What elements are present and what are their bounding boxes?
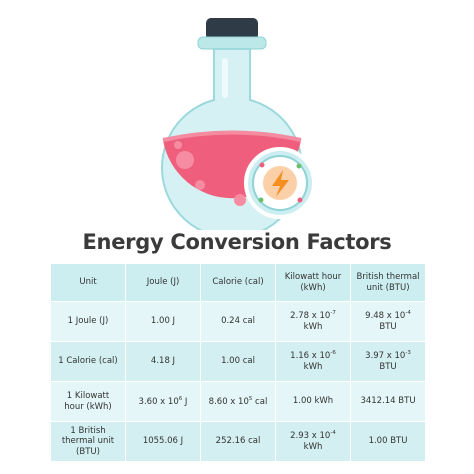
cell-text: 2.93 x 10 (290, 431, 331, 442)
header-cell: Joule (J) (125, 263, 201, 302)
table-cell: 1 Kilowatt hour (kWh) (50, 381, 126, 422)
table-cell: 3.97 x 10-3 BTU (350, 341, 426, 382)
table-cell: 9.48 x 10-4 BTU (350, 301, 426, 342)
unit: kWh (303, 361, 323, 372)
table-cell: 3412.14 BTU (350, 381, 426, 422)
exponent: -4 (330, 430, 336, 437)
table-body: Unit Joule (J) Calorie (cal) Kilowatt hour … (50, 263, 426, 462)
table-cell: 1.00 BTU (350, 421, 426, 462)
exponent: -3 (405, 350, 411, 357)
table-cell: 2.93 x 10-4 kWh (275, 421, 351, 462)
exponent: -4 (405, 310, 411, 317)
header-cell: Kilowatt hour (kWh) (275, 263, 351, 302)
exponent: 6 (178, 395, 183, 402)
cell-text: 3.60 x 10 (138, 396, 179, 407)
conversion-table: Unit Joule (J) Calorie (cal) Kilowatt hour … (50, 263, 426, 462)
table-cell: 1 Joule (J) (50, 301, 126, 342)
exponent: 5 (248, 395, 253, 402)
header-cell: Calorie (cal) (200, 263, 276, 302)
table-cell: 2.78 x 10-7 kWh (275, 301, 351, 342)
unit: J (182, 396, 188, 407)
cell-text: 1.16 x 10 (290, 351, 331, 362)
cell-text: 9.48 x 10 (365, 311, 406, 322)
table-cell: 1.00 J (125, 301, 201, 342)
header-cell: Unit (50, 263, 126, 302)
unit: BTU (379, 321, 397, 332)
header-row: Unit Joule (J) Calorie (cal) Kilowatt hour … (50, 263, 426, 302)
table-cell: 1.00 cal (200, 341, 276, 382)
exponent: -6 (330, 350, 336, 357)
title: Energy Conversion Factors (82, 230, 392, 254)
table-cell: 1 Calorie (cal) (50, 341, 126, 382)
exponent: -7 (330, 310, 336, 317)
table-cell: 1055.06 J (125, 421, 201, 462)
table-row: 1 Joule (J) 1.00 J 0.24 cal 2.78 x 10-7 kWh… (50, 301, 426, 342)
unit: kWh (303, 321, 323, 332)
cell-text: 3.97 x 10 (365, 351, 406, 362)
cell-text: 2.78 x 10 (290, 311, 331, 322)
table-cell: 0.24 cal (200, 301, 276, 342)
unit: cal (252, 396, 268, 407)
table-cell: 252.16 cal (200, 421, 276, 462)
table-cell: 1.16 x 10-6 kWh (275, 341, 351, 382)
table-row: 1 Kilowatt hour (kWh) 3.60 x 106 J 8.60 x … (50, 381, 426, 422)
table-row: 1 Calorie (cal) 4.18 J 1.00 cal 1.16 x 10-6… (50, 341, 426, 382)
table-cell: 1 British thermal unit (BTU) (50, 421, 126, 462)
table-cell: 1.00 kWh (275, 381, 351, 422)
cell-text: 8.60 x 10 (208, 396, 249, 407)
header-cell: British thermal unit (BTU) (350, 263, 426, 302)
table-cell: 3.60 x 106 J (125, 381, 201, 422)
unit: BTU (379, 361, 397, 372)
flask-illustration (161, 18, 316, 230)
table-cell: 4.18 J (125, 341, 201, 382)
table-row: 1 British thermal unit (BTU) 1055.06 J 252… (50, 421, 426, 462)
table-cell: 8.60 x 105 cal (200, 381, 276, 422)
unit: kWh (303, 441, 323, 452)
